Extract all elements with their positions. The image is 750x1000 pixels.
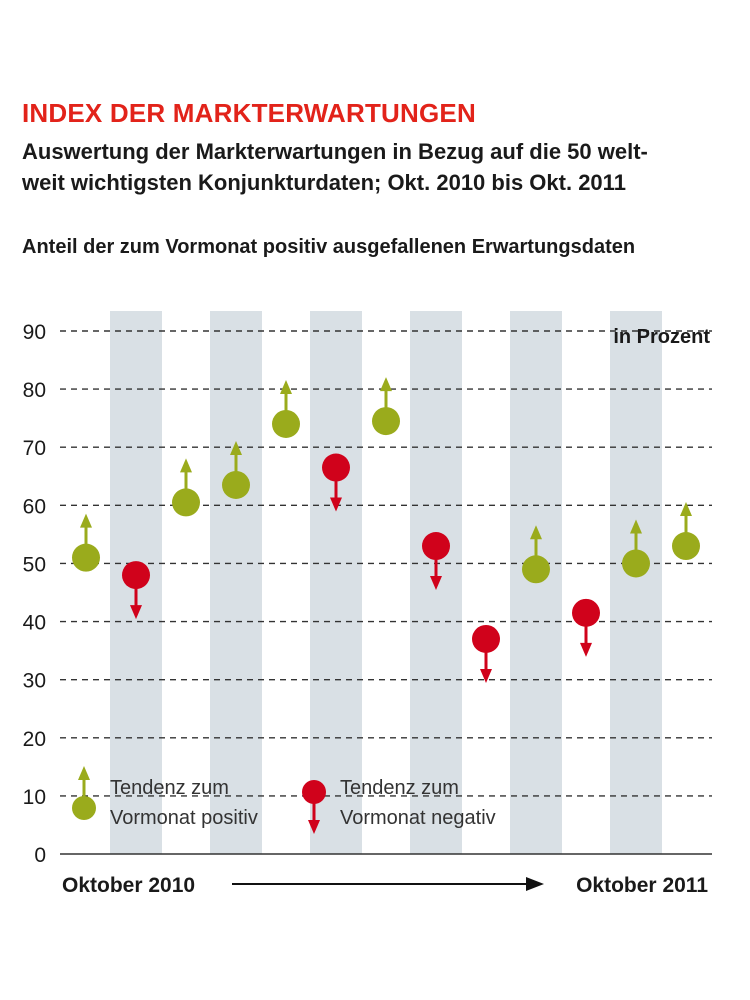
gridlines — [60, 330, 712, 797]
y-tick-label: 30 — [23, 670, 46, 693]
point-circle — [322, 453, 350, 482]
data-point-positive — [672, 502, 700, 561]
point-circle — [172, 488, 200, 517]
point-circle — [672, 532, 700, 561]
data-point-negative — [122, 561, 150, 620]
data-point-positive — [172, 458, 200, 517]
subtitle-line-2: weit wichtigsten Konjunkturdaten; Okt. 2… — [22, 170, 626, 195]
arrow-down-icon — [130, 605, 142, 620]
point-circle — [372, 407, 400, 436]
legend-label-line2: Vormonat negativ — [340, 807, 496, 829]
point-circle — [72, 796, 96, 820]
legend-item-down: Tendenz zum Vormonat negativ — [302, 777, 496, 834]
chart-title: INDEX DER MARKTERWARTUNGEN — [22, 98, 476, 128]
chart-subtitle: Auswertung der Markterwartungen in Bezug… — [22, 136, 742, 198]
unit-label: in Prozent — [613, 326, 710, 348]
y-tick-label: 90 — [23, 321, 46, 344]
data-point-positive — [222, 440, 250, 499]
y-tick-label: 50 — [23, 553, 46, 576]
point-circle — [272, 409, 300, 438]
legend-label-line1: Tendenz zum — [110, 777, 229, 799]
y-tick-label: 40 — [23, 612, 46, 635]
y-tick-label: 10 — [23, 786, 46, 809]
x-start-label: Oktober 2010 — [62, 874, 195, 897]
point-circle — [302, 780, 326, 804]
arrow-down-icon — [430, 576, 442, 591]
arrow-up-icon — [680, 502, 692, 517]
point-circle — [522, 555, 550, 584]
data-point-positive — [72, 513, 100, 572]
data-point-positive — [372, 377, 400, 436]
x-end-label: Oktober 2011 — [576, 874, 708, 897]
column-band — [310, 311, 362, 854]
y-tick-label: 70 — [23, 437, 46, 460]
arrow-up-icon — [180, 458, 192, 473]
point-circle — [72, 543, 100, 572]
arrow-up-icon — [530, 525, 542, 540]
legend: Tendenz zum Vormonat positiv Tendenz zum Vo… — [72, 766, 496, 834]
point-circle — [222, 470, 250, 499]
data-points — [72, 377, 700, 683]
y-tick-label: 0 — [34, 844, 46, 867]
point-circle — [472, 624, 500, 653]
legend-label-line2: Vormonat positiv — [110, 807, 258, 829]
arrow-head-icon — [526, 877, 544, 891]
y-tick-label: 80 — [23, 379, 46, 402]
column-band — [610, 311, 662, 854]
arrow-down-icon — [308, 820, 320, 834]
legend-item-up: Tendenz zum Vormonat positiv — [72, 766, 258, 829]
legend-label-line1: Tendenz zum — [340, 777, 459, 799]
arrow-up-icon — [630, 519, 642, 534]
subtitle-line-1: Auswertung der Markterwartungen in Bezug… — [22, 139, 648, 164]
point-circle — [122, 561, 150, 590]
arrow-down-icon — [480, 668, 492, 683]
time-arrow — [232, 877, 544, 891]
data-point-negative — [322, 453, 350, 512]
arrow-down-icon — [580, 642, 592, 657]
data-point-positive — [272, 379, 300, 438]
column-band — [210, 311, 262, 854]
point-circle — [572, 598, 600, 627]
point-circle — [422, 532, 450, 561]
arrow-up-icon — [380, 377, 392, 392]
data-point-negative — [422, 532, 450, 591]
arrow-up-icon — [78, 766, 90, 780]
y-axis-ticks: 0 10 20 30 40 50 60 70 80 90 — [23, 321, 46, 867]
arrow-up-icon — [230, 440, 242, 455]
arrow-up-icon — [80, 513, 92, 528]
arrow-down-icon — [330, 497, 342, 512]
y-tick-label: 20 — [23, 728, 46, 751]
arrow-up-icon — [280, 379, 292, 394]
data-point-positive — [522, 525, 550, 584]
measure-label: Anteil der zum Vormonat positiv ausgefal… — [22, 236, 636, 258]
column-bands — [110, 311, 662, 854]
y-tick-label: 60 — [23, 495, 46, 518]
data-point-negative — [472, 624, 500, 683]
data-point-negative — [572, 598, 600, 657]
point-circle — [622, 549, 650, 578]
data-point-positive — [622, 519, 650, 578]
